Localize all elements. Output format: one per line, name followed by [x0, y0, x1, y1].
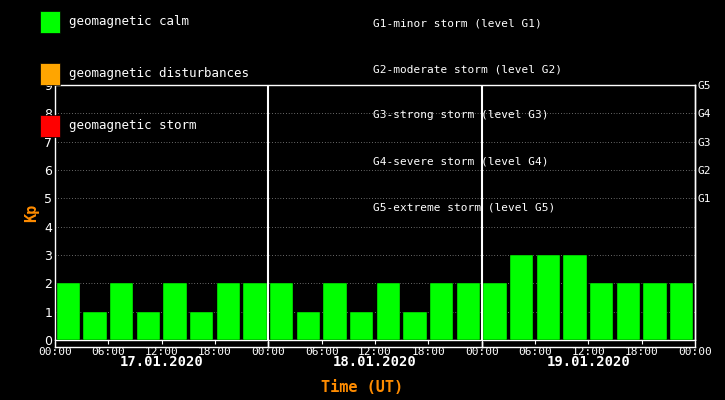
Text: G3-strong storm (level G3): G3-strong storm (level G3): [373, 110, 549, 120]
Bar: [163, 283, 186, 340]
Text: geomagnetic disturbances: geomagnetic disturbances: [69, 68, 249, 80]
Bar: [644, 283, 666, 340]
Text: 18.01.2020: 18.01.2020: [333, 355, 417, 369]
Bar: [457, 283, 480, 340]
Bar: [563, 255, 587, 340]
Text: G1-minor storm (level G1): G1-minor storm (level G1): [373, 18, 542, 28]
Text: geomagnetic storm: geomagnetic storm: [69, 120, 196, 132]
Bar: [57, 283, 80, 340]
Bar: [190, 312, 213, 340]
Bar: [590, 283, 613, 340]
Text: G5-extreme storm (level G5): G5-extreme storm (level G5): [373, 202, 555, 212]
Bar: [217, 283, 240, 340]
Bar: [617, 283, 640, 340]
Bar: [377, 283, 400, 340]
Bar: [323, 283, 347, 340]
Text: G4-severe storm (level G4): G4-severe storm (level G4): [373, 156, 549, 166]
Text: G2-moderate storm (level G2): G2-moderate storm (level G2): [373, 64, 563, 74]
Bar: [137, 312, 160, 340]
Bar: [403, 312, 426, 340]
Bar: [670, 283, 693, 340]
Bar: [110, 283, 133, 340]
Bar: [83, 312, 107, 340]
Text: Time (UT): Time (UT): [321, 380, 404, 395]
Bar: [430, 283, 453, 340]
Y-axis label: Kp: Kp: [24, 203, 38, 222]
Text: 17.01.2020: 17.01.2020: [120, 355, 204, 369]
Text: geomagnetic calm: geomagnetic calm: [69, 16, 189, 28]
Bar: [510, 255, 533, 340]
Bar: [536, 255, 560, 340]
Bar: [270, 283, 293, 340]
Text: 19.01.2020: 19.01.2020: [547, 355, 630, 369]
Bar: [350, 312, 373, 340]
Bar: [484, 283, 507, 340]
Bar: [297, 312, 320, 340]
Bar: [244, 283, 267, 340]
